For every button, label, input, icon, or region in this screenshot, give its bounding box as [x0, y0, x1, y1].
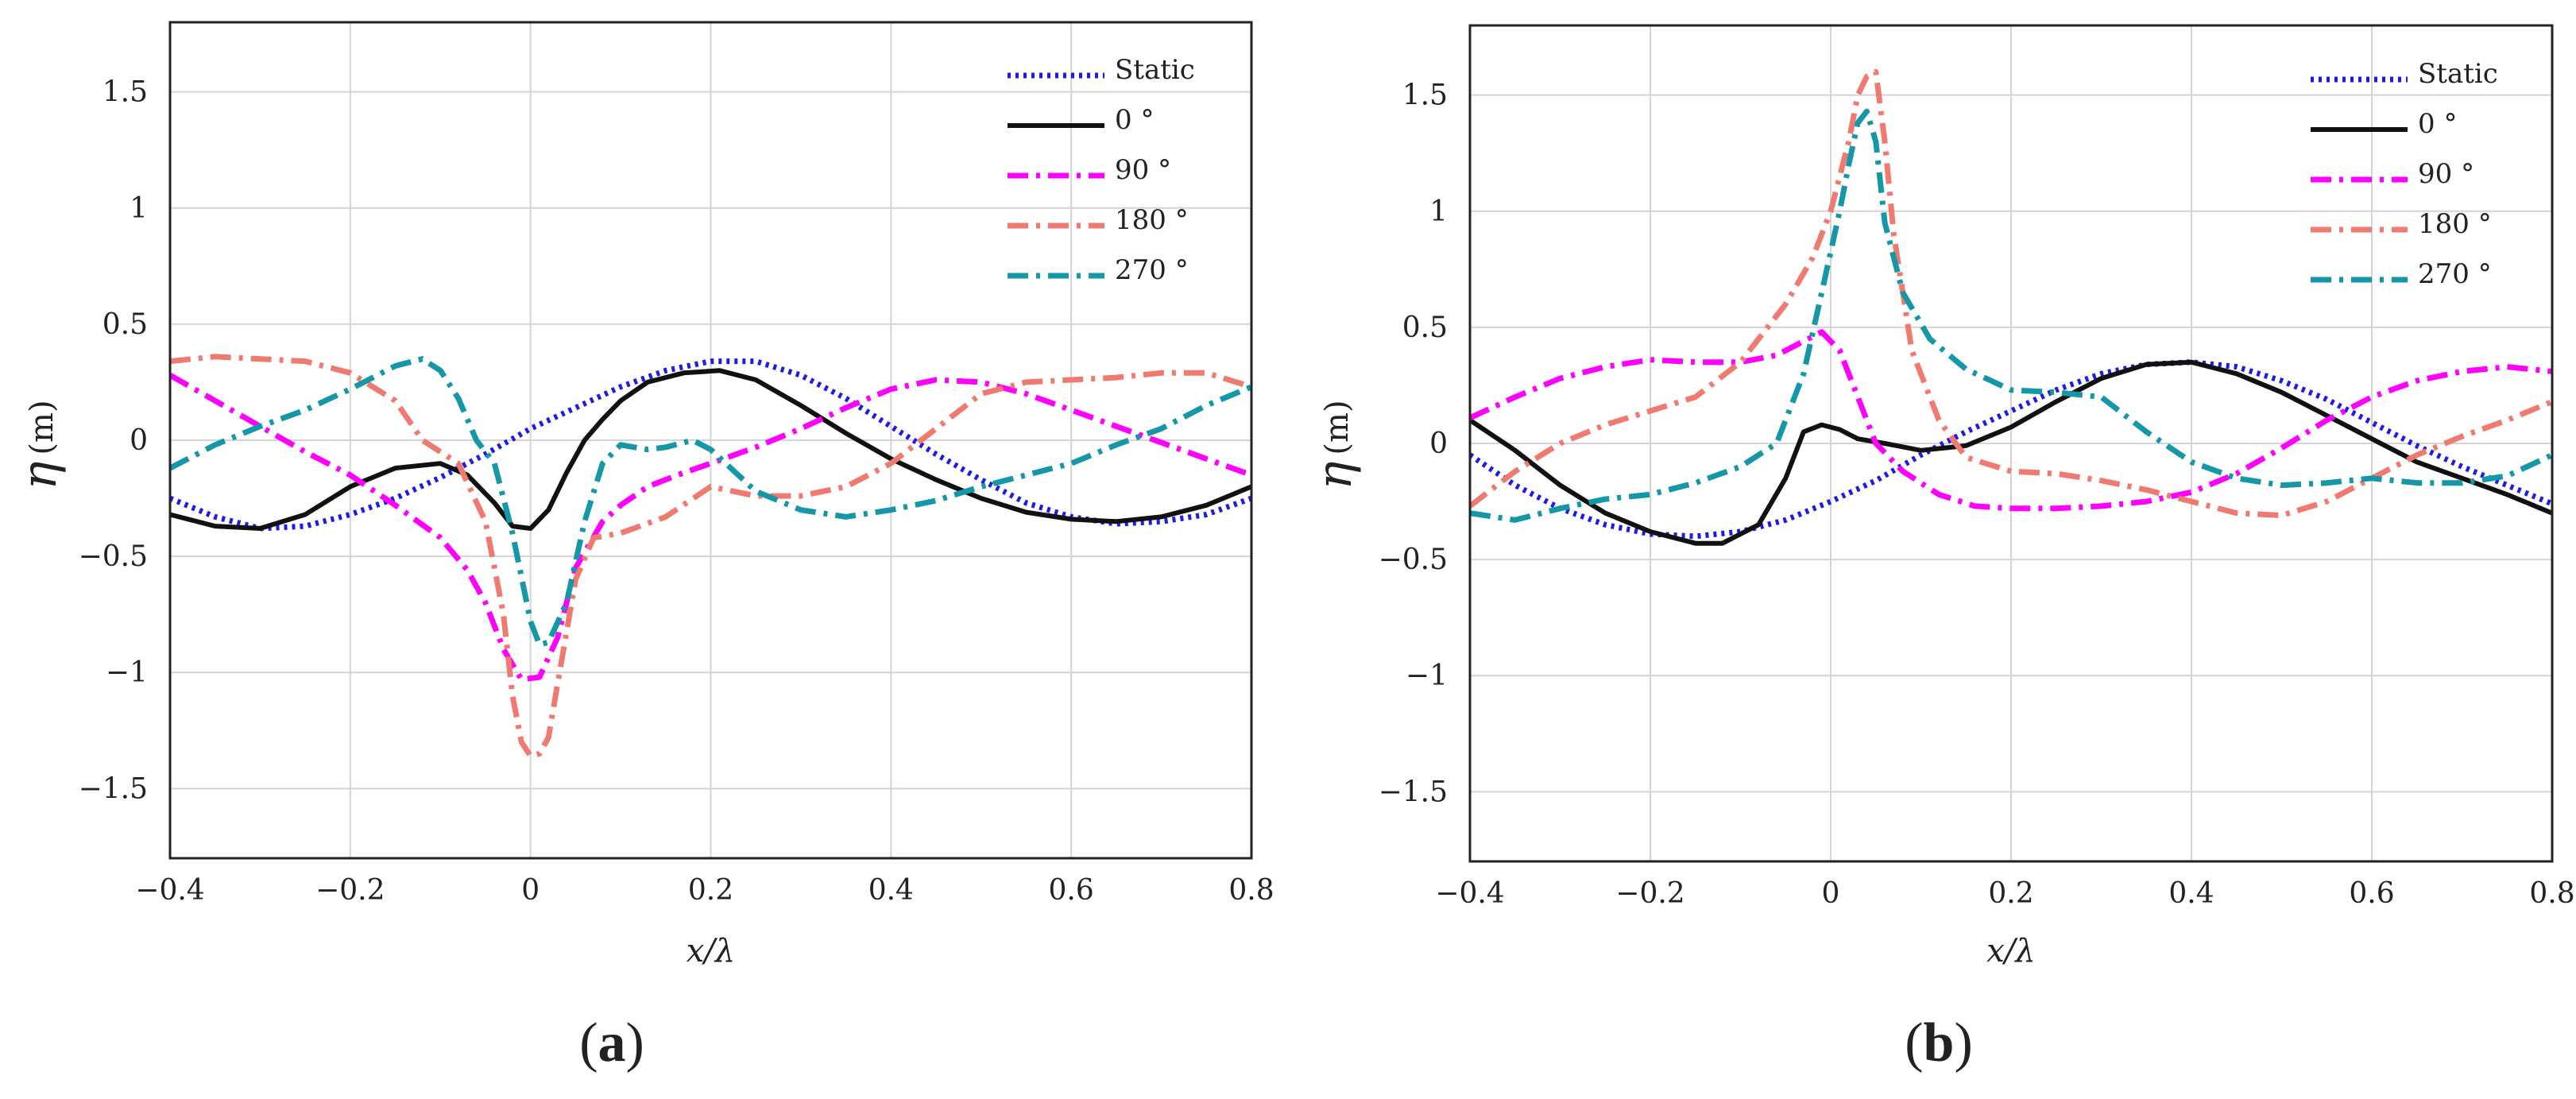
legend: Static 0 ° 90 ° 180 ° 270 ° — [1008, 54, 1195, 286]
y-tick-label: −1 — [106, 656, 148, 689]
series-line-180 — [170, 354, 1251, 759]
plot-frame — [168, 21, 1253, 860]
grid — [169, 22, 1252, 858]
y-tick-label: −0.5 — [79, 540, 148, 573]
x-tick-label: −0.2 — [1615, 877, 1684, 910]
y-tick-label: −0.5 — [1379, 544, 1448, 576]
panel-label-a: (a) — [579, 1012, 644, 1074]
y-axis-label: η(m) — [1307, 400, 1363, 490]
legend-label: 270 ° — [1115, 254, 1189, 286]
chart-panel-b: −0.4 −0.2 0 0.2 0.4 0.6 0.8 −1.5 −1 −0.5 0 0.5 1 1.5 x… — [1307, 24, 2575, 969]
y-tick-label: 0 — [1429, 428, 1448, 460]
y-tick-label: 1.5 — [1402, 79, 1448, 112]
series-line-270 — [1470, 108, 2552, 523]
legend-label: 90 ° — [1115, 154, 1171, 186]
series-line-0 — [1470, 359, 2552, 546]
x-tick-label: 0.8 — [2529, 877, 2574, 910]
x-tick-label: 0.2 — [688, 874, 733, 907]
x-tick-label: 0 — [521, 874, 540, 907]
chart-panel-a: −0.4 −0.2 0 0.2 0.4 0.6 0.8 −1.5 −1 −0.5 0 0.5 1 1.5 x… — [12, 21, 1274, 969]
x-axis-label: x/λ — [687, 933, 735, 969]
x-tick-label: −0.2 — [315, 874, 385, 907]
grid — [1469, 25, 2553, 861]
series-line-90 — [170, 373, 1251, 683]
y-tick-label: 0.5 — [102, 308, 148, 341]
series-group — [170, 354, 1251, 759]
legend: Static 0 ° 90 ° 180 ° 270 ° — [2311, 58, 2498, 290]
y-tick-label: 0.5 — [1402, 312, 1448, 344]
x-tick-label: 0.8 — [1228, 874, 1274, 907]
legend-label: Static — [2418, 58, 2498, 90]
x-tick-label: −0.4 — [135, 874, 204, 907]
x-tick-label: −0.4 — [1435, 877, 1504, 910]
x-axis-label: x/λ — [1986, 933, 2035, 969]
series-group — [1470, 68, 2552, 546]
series-line-90 — [1470, 329, 2552, 512]
legend-label: 270 ° — [2418, 258, 2492, 290]
y-tick-label: 0 — [130, 424, 148, 457]
plot-frame — [1468, 24, 2554, 863]
y-tick-label: 1 — [130, 192, 148, 225]
panel-label-b: (b) — [1905, 1012, 1973, 1074]
legend-label: 0 ° — [2418, 108, 2457, 140]
legend-label: 90 ° — [2418, 158, 2474, 190]
legend-label: 180 ° — [2418, 208, 2492, 240]
x-tick-label: 0.6 — [2349, 877, 2394, 910]
y-axis-label: η(m) — [12, 400, 68, 490]
legend-label: 180 ° — [1115, 204, 1189, 236]
series-line-0 — [170, 368, 1251, 531]
x-tick-label: 0.4 — [868, 874, 914, 907]
y-tick-label: −1.5 — [79, 772, 148, 805]
x-tick-label: 0 — [1822, 877, 1840, 910]
legend-label: 0 ° — [1115, 104, 1154, 136]
series-line-270 — [170, 356, 1251, 648]
legend-label: Static — [1115, 54, 1195, 86]
x-tick-label: 0.4 — [2168, 877, 2214, 910]
y-tick-label: 1 — [1429, 195, 1448, 228]
y-tick-label: 1.5 — [102, 76, 148, 109]
x-tick-label: 0.2 — [1988, 877, 2033, 910]
x-tick-label: 0.6 — [1049, 874, 1094, 907]
y-tick-label: −1 — [1406, 660, 1448, 692]
y-tick-label: −1.5 — [1379, 776, 1448, 808]
